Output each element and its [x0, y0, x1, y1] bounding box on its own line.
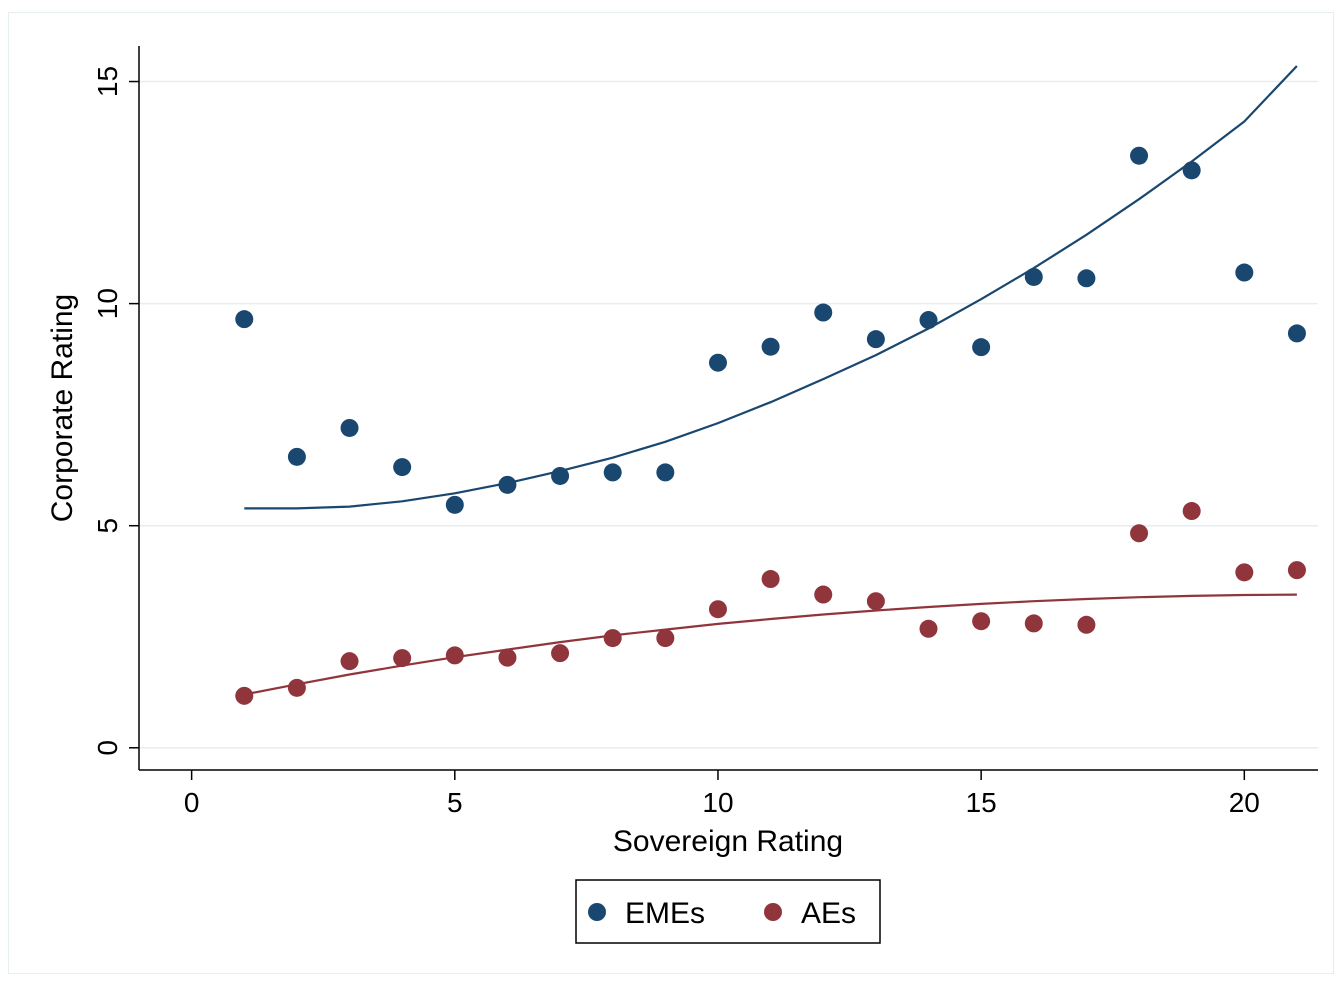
point-aes-21: [1287, 561, 1306, 580]
data-points: [235, 146, 1306, 705]
point-emes-19: [1182, 161, 1201, 180]
point-emes-13: [866, 330, 885, 349]
point-aes-5: [445, 646, 464, 665]
chart-frame: [8, 12, 1334, 974]
axes: [138, 46, 1318, 771]
point-emes-14: [919, 311, 938, 330]
fit-curve-aes: [244, 593, 1297, 696]
point-emes-16: [1024, 267, 1043, 286]
x-tick-label-15: 15: [966, 787, 997, 818]
x-tick-label-0: 0: [184, 787, 200, 818]
y-tick-label-0: 0: [92, 740, 123, 756]
legend: EMEs AEs: [575, 879, 881, 944]
y-tick-label-10: 10: [92, 288, 123, 319]
point-aes-14: [919, 619, 938, 638]
point-aes-18: [1130, 524, 1149, 543]
point-aes-16: [1024, 614, 1043, 633]
point-aes-1: [235, 686, 254, 705]
fit-curve-emes: [244, 65, 1298, 510]
point-emes-3: [340, 418, 359, 437]
point-aes-13: [866, 592, 885, 611]
point-emes-2: [287, 447, 306, 466]
y-axis-title: Corporate Rating: [46, 294, 79, 522]
point-emes-10: [708, 353, 727, 372]
x-tick-label-5: 5: [447, 787, 463, 818]
point-emes-15: [972, 338, 991, 357]
point-aes-17: [1077, 615, 1096, 634]
point-emes-6: [498, 475, 517, 494]
point-emes-8: [603, 463, 622, 482]
point-aes-12: [814, 585, 833, 604]
point-emes-5: [445, 495, 464, 514]
point-aes-3: [340, 652, 359, 671]
x-tick-label-20: 20: [1229, 787, 1260, 818]
point-aes-19: [1182, 502, 1201, 521]
x-tick-label-10: 10: [702, 787, 733, 818]
gridlines: [139, 80, 1318, 749]
point-emes-4: [393, 458, 412, 477]
point-emes-1: [235, 310, 254, 329]
point-aes-8: [603, 629, 622, 648]
point-aes-10: [708, 600, 727, 619]
point-aes-15: [972, 612, 991, 631]
point-aes-7: [551, 644, 570, 663]
point-aes-2: [287, 678, 306, 697]
point-emes-12: [814, 303, 833, 322]
point-emes-21: [1287, 324, 1306, 343]
legend-marker-aes: [764, 903, 782, 921]
point-emes-7: [551, 466, 570, 485]
y-tick-label-5: 5: [92, 518, 123, 534]
point-aes-9: [656, 629, 675, 648]
legend-box: [575, 879, 881, 944]
point-aes-11: [761, 570, 780, 589]
point-emes-20: [1235, 263, 1254, 282]
point-emes-9: [656, 463, 675, 482]
point-aes-6: [498, 648, 517, 667]
point-emes-11: [761, 337, 780, 356]
point-aes-20: [1235, 563, 1254, 582]
y-tick-label-15: 15: [92, 66, 123, 97]
y-ticks: 0 5 10 15: [92, 66, 139, 756]
point-aes-4: [393, 649, 412, 668]
x-axis-title: Sovereign Rating: [613, 825, 843, 858]
legend-label-emes: EMEs: [625, 897, 705, 930]
point-emes-18: [1130, 146, 1149, 165]
fit-curves: [244, 65, 1298, 696]
x-ticks: 0 5 10 15 20: [184, 770, 1260, 818]
legend-marker-emes: [588, 903, 606, 921]
legend-label-aes: AEs: [801, 897, 856, 930]
point-emes-17: [1077, 269, 1096, 288]
